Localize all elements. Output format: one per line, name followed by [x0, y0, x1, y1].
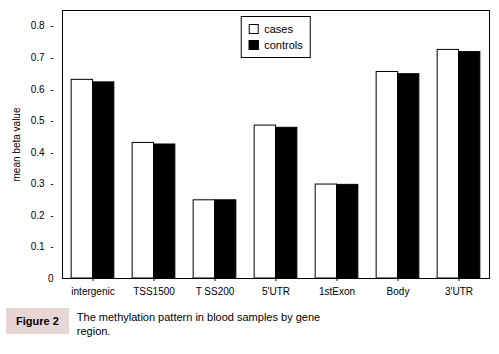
svg-text:0.3 -: 0.3 - [31, 178, 54, 189]
svg-text:TSS1500: TSS1500 [133, 286, 175, 297]
svg-text:0.7 -: 0.7 - [31, 52, 54, 63]
svg-text:0.2 -: 0.2 - [31, 210, 54, 221]
svg-text:5'UTR: 5'UTR [262, 286, 290, 297]
svg-text:mean beta value: mean beta value [11, 107, 22, 181]
svg-text:0.6 -: 0.6 - [31, 84, 54, 95]
svg-text:Body: Body [387, 286, 410, 297]
html-text:cases: cases [264, 23, 293, 35]
svg-text:0: 0 [48, 273, 54, 284]
svg-text:T SS200: T SS200 [196, 286, 235, 297]
html-text:controls: controls [264, 39, 303, 51]
svg-text:0.5 -: 0.5 - [31, 115, 54, 126]
html-text:Figure 2: Figure 2 [16, 315, 59, 327]
svg-text:0.8 -: 0.8 - [31, 20, 54, 31]
svg-text:0.1 -: 0.1 - [31, 241, 54, 252]
svg-text:1stExon: 1stExon [319, 286, 355, 297]
html-text:The methylation pattern in blo: The methylation pattern in blood samples… [76, 311, 321, 337]
svg-text:0.4 -: 0.4 - [31, 147, 54, 158]
svg-text:3'UTR: 3'UTR [445, 286, 473, 297]
svg-text:intergenic: intergenic [71, 286, 114, 297]
